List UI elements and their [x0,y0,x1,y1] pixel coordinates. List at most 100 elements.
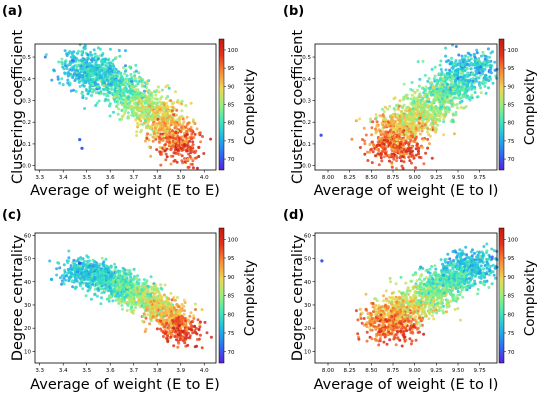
data-point [131,277,135,281]
data-point [173,335,177,339]
data-point [399,129,403,133]
data-point [146,313,150,316]
data-point [395,154,398,158]
colorbar-tick-label: 85 [508,103,515,109]
data-point [462,59,466,63]
y-axis-label: Clustering coefficient [290,30,306,184]
data-point [55,273,59,277]
data-point [79,257,83,261]
data-point [454,110,458,114]
data-point [193,122,197,125]
data-point [424,92,428,96]
data-point [400,150,404,154]
data-point [186,127,190,131]
data-point [135,130,139,134]
data-point [398,99,402,103]
data-point [380,107,384,111]
data-point [146,121,150,125]
data-point [421,146,425,149]
data-point [450,70,454,74]
data-point [131,82,134,86]
data-point [433,65,437,69]
data-point [390,161,394,164]
data-point [170,129,174,133]
data-point [101,58,105,62]
data-point [380,159,384,163]
data-point [465,84,469,88]
data-point [162,293,166,297]
data-point [56,261,60,265]
data-point [392,130,395,134]
data-point [465,67,469,71]
data-point [104,286,107,290]
data-point [109,61,113,65]
data-point [163,146,167,150]
data-point [402,160,406,164]
data-point [371,150,375,154]
data-point [117,301,121,305]
data-point [146,81,149,85]
data-point [92,77,96,81]
data-point [422,110,426,113]
data-point [446,75,450,78]
data-point [64,278,67,282]
data-point [430,67,434,71]
data-point [89,297,93,301]
data-point [439,87,443,91]
data-point [458,59,462,63]
data-point [81,94,85,98]
data-point [482,79,486,83]
data-point [384,152,388,156]
data-point [84,81,88,85]
data-point [396,142,400,146]
data-point [164,101,168,105]
data-point [189,129,193,133]
data-point [78,85,82,88]
data-point [363,142,367,146]
data-point [60,77,64,81]
data-point [136,108,139,112]
data-point [111,77,115,80]
data-point [449,86,453,90]
data-point [75,65,79,69]
data-point [90,64,94,68]
data-point [465,96,469,100]
colorbar-tick-label: 100 [228,48,239,54]
data-point [183,134,187,138]
outlier-point [319,133,323,137]
data-point [124,69,127,73]
data-point [416,104,420,108]
data-point [426,146,430,150]
data-point [154,93,158,97]
data-point [439,73,443,77]
data-point [442,120,446,124]
data-point [363,152,367,156]
data-point [466,71,470,75]
data-point [88,259,91,263]
data-point [171,134,175,137]
data-point [106,61,109,65]
data-point [155,327,159,331]
data-point [158,150,162,154]
data-point [448,68,452,72]
data-point [88,62,92,65]
data-point [162,110,166,114]
data-point [411,107,415,111]
data-point [440,97,444,101]
data-point [189,148,193,152]
data-point [160,88,164,92]
data-point [172,326,176,330]
data-point [457,96,460,100]
x-tick-label: 4.0 [200,175,209,181]
data-point [127,81,131,85]
data-point [183,160,187,164]
data-point [424,87,427,91]
data-point [111,281,115,285]
data-point [404,133,408,137]
data-point [494,74,498,78]
data-point [144,110,147,114]
data-point [176,296,179,299]
data-point [188,336,192,340]
data-point [126,96,130,100]
data-point [418,116,422,120]
